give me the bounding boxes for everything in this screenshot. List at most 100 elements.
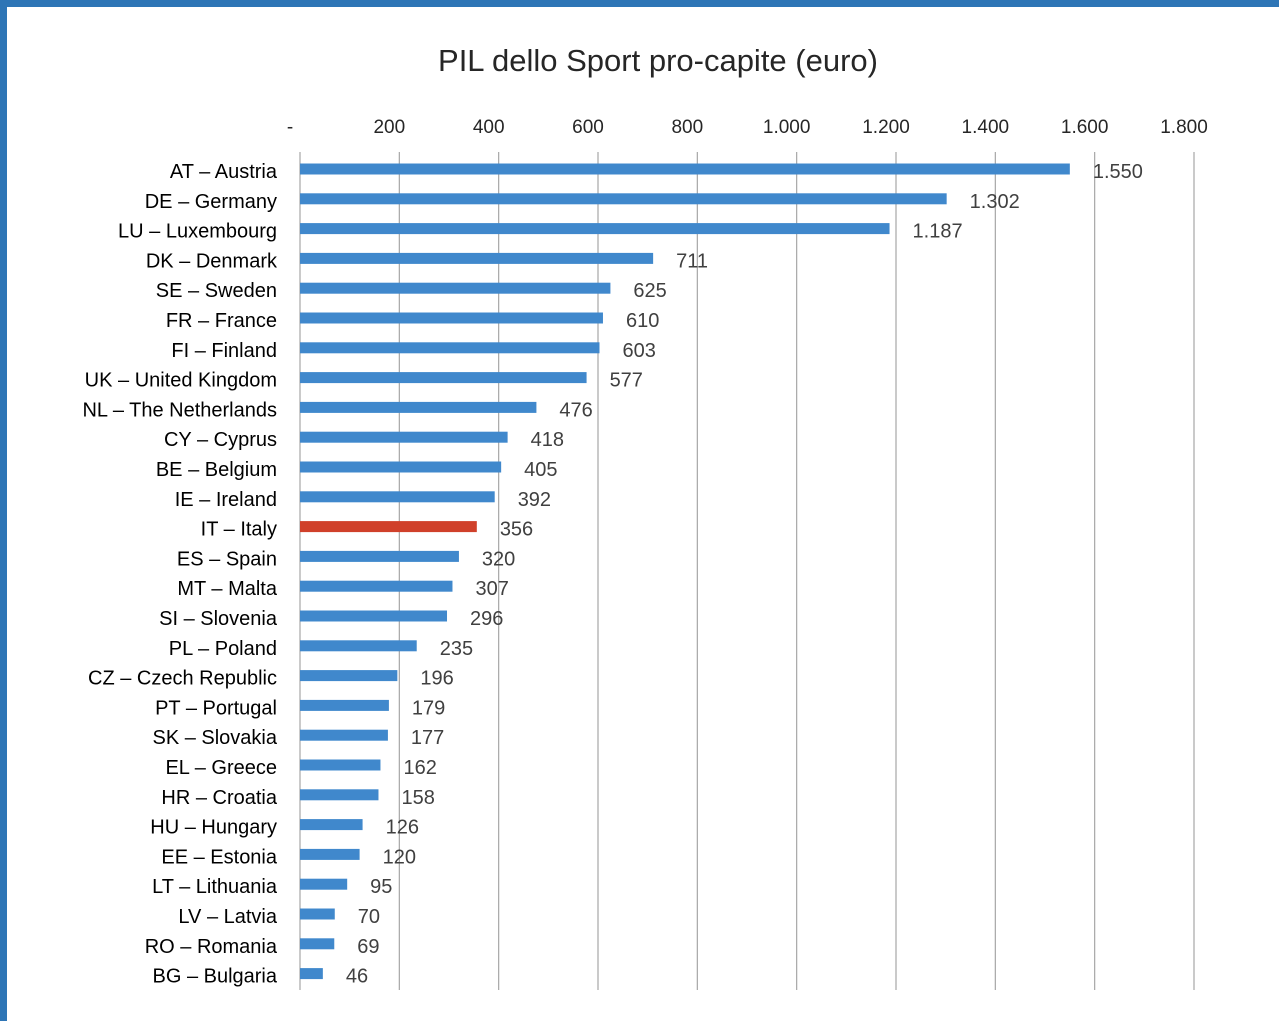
category-label-22: HU – Hungary bbox=[150, 817, 277, 839]
bar-11 bbox=[300, 491, 495, 503]
value-label-24: 95 bbox=[370, 876, 392, 898]
x-tick-label-7: 1.400 bbox=[962, 117, 1010, 138]
category-label-24: LT – Lithuania bbox=[152, 876, 278, 898]
bars bbox=[300, 163, 1070, 980]
value-label-26: 69 bbox=[357, 936, 379, 958]
bar-13 bbox=[300, 550, 459, 562]
value-label-20: 162 bbox=[403, 757, 436, 779]
category-label-4: SE – Sweden bbox=[156, 280, 277, 302]
category-label-27: BG – Bulgaria bbox=[152, 966, 277, 988]
category-label-18: PT – Portugal bbox=[155, 697, 277, 719]
bar-15 bbox=[300, 610, 448, 622]
chart-title: PIL dello Sport pro-capite (euro) bbox=[438, 43, 878, 78]
category-label-2: LU – Luxembourg bbox=[118, 221, 277, 243]
bar-16 bbox=[300, 640, 417, 652]
value-label-16: 235 bbox=[440, 638, 473, 660]
value-label-0: 1.550 bbox=[1093, 161, 1143, 183]
value-label-5: 610 bbox=[626, 310, 659, 332]
value-labels: 1.550 1.302 1.187 711 625 610 603 577 476 418 405 3… bbox=[346, 161, 1143, 988]
value-label-22: 126 bbox=[386, 817, 419, 839]
category-labels: AT – Austria DE – Germany LU – Luxembourg D… bbox=[82, 161, 278, 988]
value-label-2: 1.187 bbox=[913, 221, 963, 243]
category-label-7: UK – United Kingdom bbox=[85, 370, 277, 392]
value-label-21: 158 bbox=[401, 787, 434, 809]
x-tick-label-9: 1.800 bbox=[1160, 117, 1208, 138]
value-label-3: 711 bbox=[676, 250, 708, 272]
bar-3 bbox=[300, 252, 654, 264]
bar-2 bbox=[300, 223, 890, 235]
value-label-25: 70 bbox=[358, 906, 380, 928]
bar-6 bbox=[300, 342, 600, 354]
value-label-1: 1.302 bbox=[970, 191, 1020, 213]
bar-5 bbox=[300, 312, 603, 324]
category-label-11: IE – Ireland bbox=[175, 489, 277, 511]
x-tick-label-8: 1.600 bbox=[1061, 117, 1109, 138]
category-label-25: LV – Latvia bbox=[178, 906, 277, 928]
value-label-19: 177 bbox=[411, 727, 444, 749]
category-label-15: SI – Slovenia bbox=[159, 608, 278, 630]
value-label-18: 179 bbox=[412, 697, 445, 719]
category-label-14: MT – Malta bbox=[177, 578, 278, 600]
x-tick-label-6: 1.200 bbox=[862, 117, 910, 138]
category-label-13: ES – Spain bbox=[177, 548, 277, 570]
bar-4 bbox=[300, 282, 611, 294]
category-label-9: CY – Cyprus bbox=[164, 429, 277, 451]
value-label-27: 46 bbox=[346, 966, 368, 988]
category-label-3: DK – Denmark bbox=[146, 250, 278, 272]
bar-8 bbox=[300, 401, 537, 413]
category-label-20: EL – Greece bbox=[165, 757, 277, 779]
category-label-23: EE – Estonia bbox=[161, 846, 278, 868]
category-label-10: BE – Belgium bbox=[156, 459, 277, 481]
category-label-6: FI – Finland bbox=[171, 340, 277, 362]
x-tick-label-5: 1.000 bbox=[763, 117, 811, 138]
bar-17 bbox=[300, 670, 398, 682]
category-label-19: SK – Slovakia bbox=[152, 727, 277, 749]
value-label-12: 356 bbox=[500, 519, 533, 541]
bar-9 bbox=[300, 431, 508, 443]
bar-26 bbox=[300, 938, 335, 950]
bar-7 bbox=[300, 372, 587, 384]
value-label-23: 120 bbox=[383, 846, 416, 868]
bar-12 bbox=[300, 521, 477, 533]
bar-23 bbox=[300, 848, 360, 860]
category-label-17: CZ – Czech Republic bbox=[88, 668, 277, 690]
category-label-21: HR – Croatia bbox=[161, 787, 277, 809]
x-tick-label-0: - bbox=[287, 117, 293, 138]
x-tick-label-3: 600 bbox=[572, 117, 604, 138]
x-tick-label-2: 400 bbox=[473, 117, 505, 138]
value-label-10: 405 bbox=[524, 459, 557, 481]
category-label-26: RO – Romania bbox=[145, 936, 278, 958]
bar-18 bbox=[300, 699, 389, 711]
bar-0 bbox=[300, 163, 1070, 175]
category-label-12: IT – Italy bbox=[201, 519, 277, 541]
bar-20 bbox=[300, 759, 381, 771]
value-label-17: 196 bbox=[420, 668, 453, 690]
category-label-1: DE – Germany bbox=[145, 191, 277, 213]
value-label-9: 418 bbox=[531, 429, 564, 451]
x-tick-label-4: 800 bbox=[671, 117, 703, 138]
bar-22 bbox=[300, 819, 363, 831]
value-label-8: 476 bbox=[559, 399, 592, 421]
value-label-14: 307 bbox=[475, 578, 508, 600]
value-label-15: 296 bbox=[470, 608, 503, 630]
bar-24 bbox=[300, 878, 348, 890]
category-label-8: NL – The Netherlands bbox=[82, 399, 277, 421]
bar-25 bbox=[300, 908, 335, 920]
category-label-16: PL – Poland bbox=[169, 638, 277, 660]
x-tick-label-1: 200 bbox=[373, 117, 405, 138]
bar-10 bbox=[300, 461, 502, 473]
value-label-13: 320 bbox=[482, 548, 515, 570]
value-label-11: 392 bbox=[518, 489, 551, 511]
bar-19 bbox=[300, 729, 388, 741]
category-label-5: FR – France bbox=[166, 310, 277, 332]
bar-21 bbox=[300, 789, 379, 801]
category-label-0: AT – Austria bbox=[170, 161, 278, 183]
grid-lines bbox=[299, 152, 1195, 990]
value-label-4: 625 bbox=[633, 280, 666, 302]
value-label-7: 577 bbox=[610, 370, 643, 392]
x-axis-ticks: - 200 400 600 800 1.000 1.200 1.400 1.600 1.800 bbox=[287, 117, 1208, 138]
bar-27 bbox=[300, 968, 323, 980]
value-label-6: 603 bbox=[622, 340, 655, 362]
bar-14 bbox=[300, 580, 453, 592]
